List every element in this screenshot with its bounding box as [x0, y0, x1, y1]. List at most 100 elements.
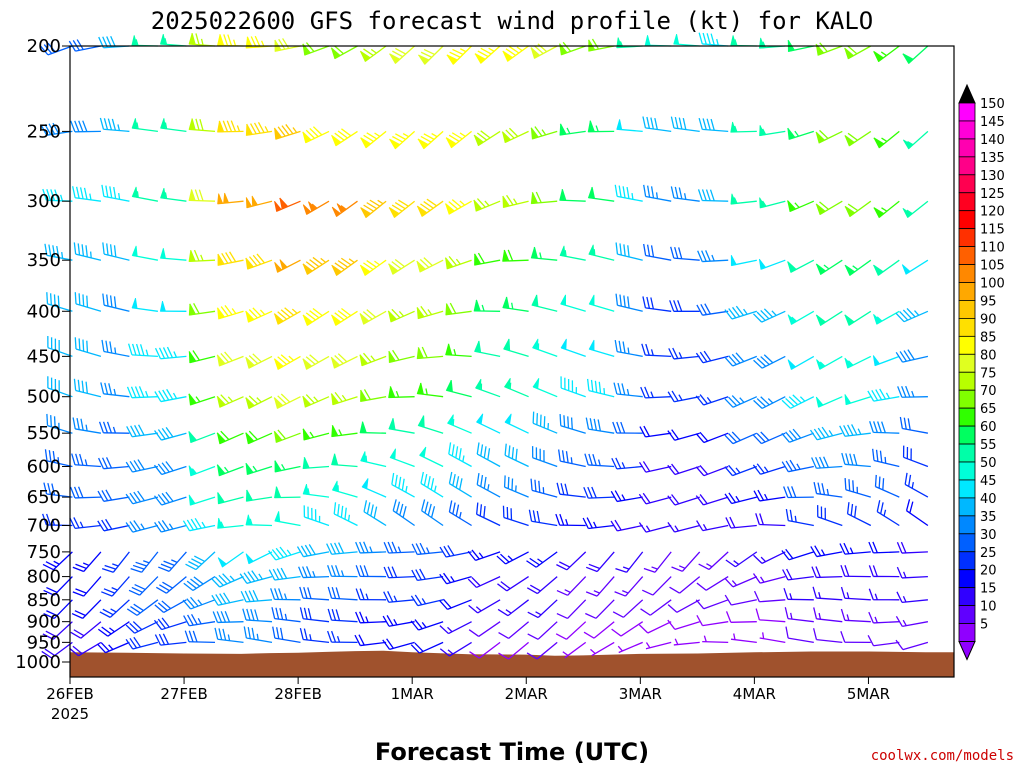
wind-barb: [273, 124, 301, 140]
colorbar-label: 90: [980, 312, 997, 327]
colorbar-swatch: [958, 264, 976, 283]
wind-barb: [844, 478, 871, 498]
wind-barb: [330, 45, 358, 60]
wind-barb: [327, 608, 358, 623]
wind-barb: [474, 45, 501, 64]
wind-barb: [101, 339, 130, 358]
wind-barb: [639, 425, 672, 438]
colorbar-swatch: [958, 515, 976, 535]
wind-barb: [752, 573, 786, 584]
wind-barb: [817, 505, 843, 527]
wind-barb: [583, 621, 615, 639]
wind-barb: [188, 350, 216, 364]
wind-barb: [530, 126, 558, 140]
wind-barb: [585, 551, 615, 573]
wind-barb: [872, 448, 900, 468]
wind-barb: [724, 352, 758, 367]
wind-barb: [185, 551, 216, 571]
wind-barb: [188, 249, 216, 263]
wind-barb: [245, 195, 273, 209]
wind-barb: [840, 564, 871, 578]
wind-barb: [815, 259, 843, 275]
wind-barb: [695, 431, 729, 444]
wind-barb: [469, 641, 501, 659]
wind-barb: [72, 551, 102, 573]
wind-barb: [643, 551, 672, 573]
terrain-layer: [70, 650, 954, 677]
wind-barb: [473, 299, 501, 312]
wind-barb: [382, 638, 415, 651]
chart-title: 2025022600 GFS forecast wind profile (kt…: [151, 7, 873, 35]
wind-barb: [724, 305, 757, 320]
wind-barb: [274, 460, 301, 473]
wind-barb: [503, 338, 529, 358]
wind-barb: [439, 641, 472, 657]
wind-barb: [160, 187, 187, 202]
wind-barb: [474, 340, 501, 358]
wind-barb: [787, 355, 815, 370]
wind-barb: [724, 464, 758, 477]
wind-barb: [586, 378, 615, 398]
wind-barb: [844, 45, 872, 60]
wind-barb: [410, 641, 444, 654]
wind-barb: [588, 339, 615, 358]
wind-barb: [302, 126, 330, 144]
wind-barb: [559, 414, 586, 434]
wind-barb: [844, 130, 872, 147]
wind-barb: [667, 429, 700, 441]
wind-barb: [46, 292, 73, 312]
y-tick-label: 900: [27, 612, 61, 633]
wind-barb: [556, 551, 587, 571]
colorbar-swatch: [958, 605, 976, 624]
wind-barb: [388, 386, 415, 399]
wind-barb: [216, 305, 244, 320]
wind-barb: [299, 586, 330, 601]
wind-barb: [302, 428, 330, 441]
wind-barb: [895, 615, 929, 628]
wind-barb: [273, 393, 301, 409]
wind-barb: [302, 42, 330, 56]
wind-barb: [273, 307, 301, 325]
wind-barb: [615, 242, 643, 261]
wind-barb: [868, 588, 900, 601]
wind-barb: [644, 35, 672, 47]
wind-barb: [844, 310, 872, 326]
wind-barb: [182, 596, 216, 610]
wind-barb: [125, 459, 159, 473]
wind-barb: [502, 45, 529, 62]
wind-barb: [557, 449, 586, 468]
wind-barb: [74, 292, 102, 312]
wind-barb: [361, 478, 387, 498]
wind-barb: [560, 376, 586, 398]
wind-barb: [387, 308, 415, 323]
wind-barb: [667, 599, 701, 613]
wind-barb: [130, 551, 159, 573]
wind-barb: [497, 599, 529, 617]
wind-barb: [643, 184, 672, 202]
wind-barb: [724, 492, 757, 505]
wind-barb: [555, 513, 586, 527]
wind-barb: [815, 129, 843, 144]
colorbar-label: 45: [980, 474, 997, 489]
wind-barb: [667, 463, 700, 476]
wind-barb: [212, 610, 244, 624]
wind-barb: [72, 576, 102, 597]
wind-barb: [383, 591, 415, 603]
wind-barb: [217, 120, 244, 133]
wind-barb: [243, 626, 273, 644]
wind-barb: [673, 638, 700, 646]
colorbar-swatch: [958, 497, 976, 517]
wind-barb: [444, 199, 472, 215]
wind-barb: [125, 490, 159, 505]
wind-barb: [755, 513, 786, 527]
wind-barb: [159, 301, 187, 312]
wind-barb: [787, 127, 814, 140]
wind-barb: [614, 576, 644, 597]
wind-barb: [268, 567, 301, 581]
colorbar-swatch: [958, 156, 976, 176]
wind-barb: [154, 599, 187, 614]
wind-barb: [216, 351, 244, 367]
wind-barb: [724, 576, 758, 588]
wind-barb: [216, 464, 244, 477]
credit-text: coolwx.com/models: [871, 748, 1014, 764]
